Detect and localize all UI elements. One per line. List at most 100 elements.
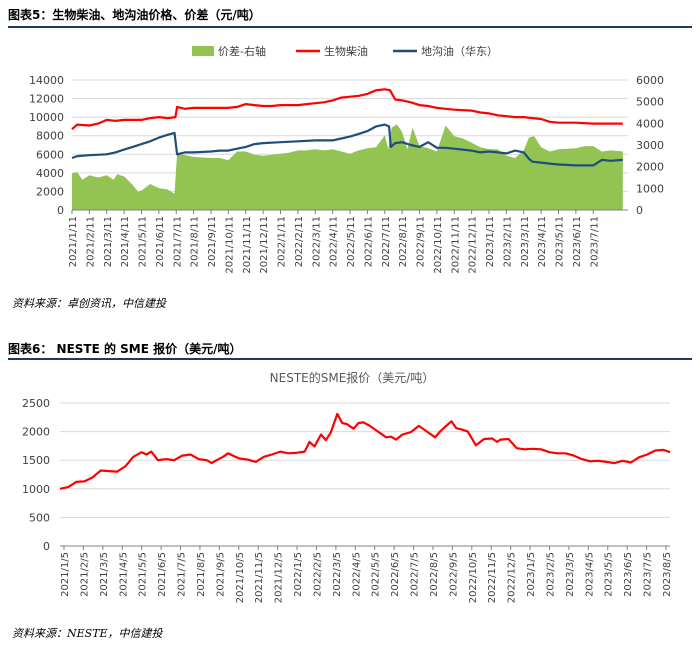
x-tick-label: 2022/3/5 (332, 552, 343, 597)
figure1-legend: 价差-右轴 生物柴油 地沟油（华东） (192, 44, 498, 58)
x-tick-label: 2021/3/5 (99, 552, 110, 597)
x-tick-label: 2022/6/5 (390, 552, 401, 597)
x-tick-label: 2022/12/5 (507, 552, 518, 603)
x-tick-label: 2021/8/11 (190, 216, 201, 267)
x-tick-label: 2023/6/5 (623, 552, 634, 597)
x-tick-label: 2022/1/11 (277, 216, 288, 267)
x-tick-label: 2022/9/5 (448, 552, 459, 597)
x-tick-label: 2023/4/11 (537, 216, 548, 267)
x-tick-label: 2021/10/11 (224, 216, 235, 274)
x-tick-label: 2022/12/11 (468, 216, 479, 274)
y-tick-label: 2500 (22, 397, 50, 410)
legend-swatch-spread (192, 46, 214, 56)
x-tick-label: 2021/9/5 (215, 552, 226, 597)
x-tick-label: 2023/2/11 (502, 216, 513, 267)
x-tick-label: 2021/12/5 (274, 552, 285, 603)
x-tick-label: 2021/5/11 (138, 216, 149, 267)
figure1-source: 资料来源：卓创资讯，中信建投 (12, 297, 166, 310)
figure2-chart-title: NESTE的SME报价（美元/吨） (270, 370, 435, 385)
x-tick-label: 2022/11/5 (487, 552, 498, 603)
y-left-tick-label: 2000 (36, 185, 64, 198)
x-tick-label: 2021/6/5 (157, 552, 168, 597)
x-tick-label: 2022/8/5 (429, 552, 440, 597)
legend-label-gutter-oil: 地沟油（华东） (421, 44, 498, 58)
x-tick-label: 2021/6/11 (155, 216, 166, 267)
x-tick-label: 2022/5/11 (346, 216, 357, 267)
x-tick-label: 2022/4/5 (351, 552, 362, 597)
x-tick-label: 2022/5/5 (371, 552, 382, 597)
spread-area (72, 124, 623, 210)
x-tick-label: 2023/6/11 (572, 216, 583, 267)
x-tick-label: 2023/7/11 (589, 216, 600, 267)
x-tick-label: 2021/12/11 (259, 216, 270, 274)
figure1-title: 图表5：生物柴油、地沟油价格、价差（元/吨） (8, 8, 261, 22)
x-tick-label: 2021/4/11 (120, 216, 131, 267)
y-right-tick-label: 5000 (636, 96, 664, 109)
x-tick-label: 2021/1/5 (60, 552, 71, 597)
y-left-tick-label: 14000 (29, 74, 64, 87)
x-tick-label: 2022/1/5 (293, 552, 304, 597)
x-tick-label: 2023/7/5 (643, 552, 654, 597)
x-tick-label: 2023/4/5 (584, 552, 595, 597)
x-tick-label: 2023/3/11 (520, 216, 531, 267)
x-tick-label: 2021/9/11 (207, 216, 218, 267)
y-left-tick-label: 10000 (29, 111, 64, 124)
x-tick-label: 2021/3/11 (103, 216, 114, 267)
x-tick-label: 2021/7/5 (177, 552, 188, 597)
y-left-tick-label: 12000 (29, 93, 64, 106)
y-left-tick-label: 6000 (36, 148, 64, 161)
x-tick-label: 2022/2/5 (312, 552, 323, 597)
y-left-tick-label: 0 (57, 204, 64, 217)
x-tick-label: 2021/11/11 (242, 216, 253, 274)
y-tick-label: 2000 (22, 426, 50, 439)
y-tick-label: 1000 (22, 483, 50, 496)
y-right-tick-label: 0 (636, 204, 643, 217)
x-tick-label: 2021/11/5 (254, 552, 265, 603)
x-tick-label: 2022/9/11 (416, 216, 427, 267)
y-tick-label: 1500 (22, 454, 50, 467)
y-tick-label: 0 (43, 540, 50, 553)
x-tick-label: 2023/5/5 (604, 552, 615, 597)
x-tick-label: 2021/5/5 (138, 552, 149, 597)
legend-label-biodiesel: 生物柴油 (324, 44, 368, 58)
y-right-tick-label: 1000 (636, 182, 664, 195)
x-tick-label: 2022/11/11 (450, 216, 461, 274)
x-tick-label: 2022/8/11 (398, 216, 409, 267)
x-tick-label: 2023/2/5 (545, 552, 556, 597)
x-tick-label: 2022/6/11 (363, 216, 374, 267)
y-tick-label: 500 (29, 511, 50, 524)
sme-price-line (59, 412, 671, 490)
x-tick-label: 2022/7/11 (381, 216, 392, 267)
figure2-title: 图表6： NESTE 的 SME 报价（美元/吨） (8, 342, 242, 356)
figure1-title-rule (8, 26, 692, 28)
y-left-tick-label: 4000 (36, 167, 64, 180)
x-tick-label: 2021/4/5 (118, 552, 129, 597)
x-tick-label: 2021/2/5 (79, 552, 90, 597)
x-tick-label: 2022/7/5 (410, 552, 421, 597)
x-tick-label: 2021/8/5 (196, 552, 207, 597)
x-tick-label: 2023/1/5 (526, 552, 537, 597)
gutter-oil-line (71, 123, 623, 167)
y-left-tick-label: 8000 (36, 130, 64, 143)
x-tick-label: 2021/2/11 (85, 216, 96, 267)
y-right-tick-label: 6000 (636, 74, 664, 87)
legend-label-spread: 价差-右轴 (218, 44, 266, 58)
x-tick-label: 2022/4/11 (329, 216, 340, 267)
x-tick-label: 2021/7/11 (172, 216, 183, 267)
x-tick-label: 2022/3/11 (311, 216, 322, 267)
y-right-tick-label: 4000 (636, 117, 664, 130)
x-tick-label: 2022/2/11 (294, 216, 305, 267)
x-tick-label: 2022/10/5 (468, 552, 479, 603)
figure2-chart: NESTE的SME报价（美元/吨） 0 500 1000 1500 2000 2500 20… (22, 370, 673, 603)
y-right-tick-label: 2000 (636, 161, 664, 174)
figure1-chart: 价差-右轴 生物柴油 地沟油（华东） 0 2000 4000 6000 8000 1000… (29, 44, 664, 274)
y-right-tick-label: 3000 (636, 139, 664, 152)
x-tick-label: 2023/3/5 (565, 552, 576, 597)
x-tick-label: 2023/1/11 (485, 216, 496, 267)
figure2-source: 资料来源：NESTE，中信建投 (12, 627, 163, 640)
x-tick-label: 2022/10/11 (433, 216, 444, 274)
biodiesel-line (71, 88, 623, 131)
x-tick-label: 2021/1/11 (68, 216, 79, 267)
x-tick-label: 2023/8/5 (662, 552, 673, 597)
figure2-title-rule (8, 358, 692, 360)
